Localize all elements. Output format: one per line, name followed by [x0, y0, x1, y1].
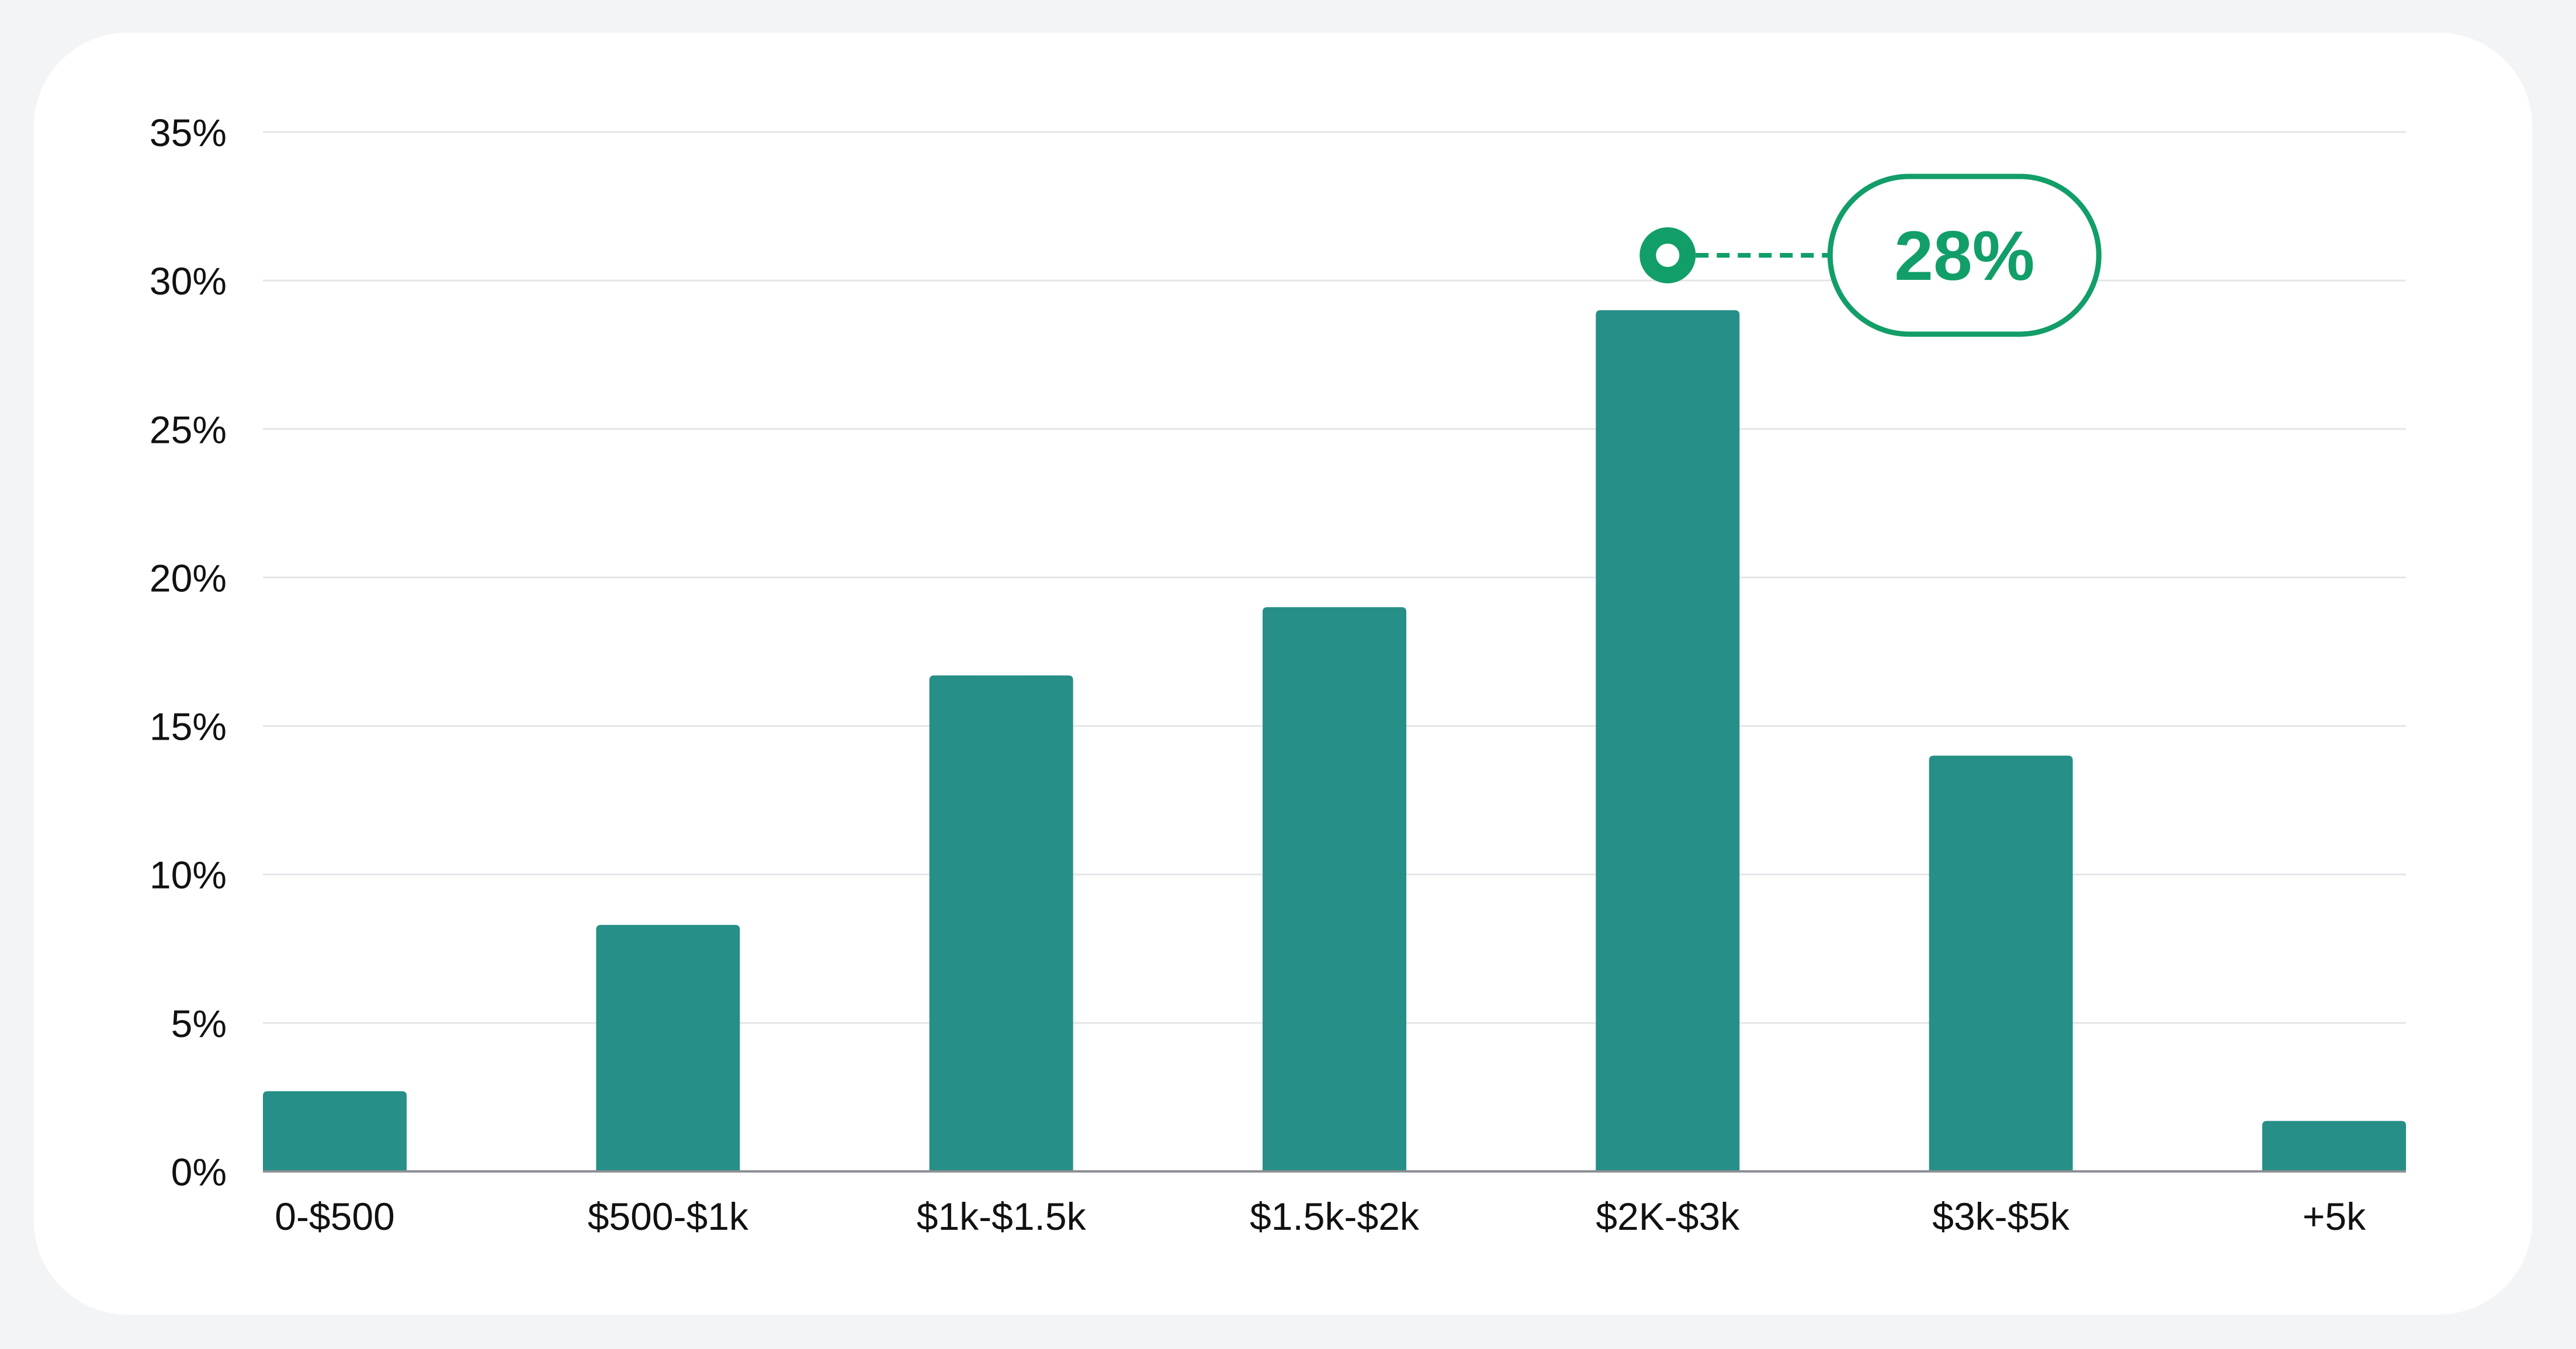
callout-value-label: 28%	[1894, 217, 2034, 295]
x-axis-tick-labels: 0-$500 $500-$1k $1k-$1.5k $1.5k-$2k $2K-$3k $…	[275, 1195, 2366, 1238]
x-tick-label: $500-$1k	[588, 1195, 749, 1238]
bar	[929, 675, 1073, 1171]
y-tick-label: 5%	[171, 1002, 227, 1045]
callout-marker-dot	[1639, 227, 1696, 283]
x-tick-label: 0-$500	[275, 1195, 395, 1238]
x-tick-label: +5k	[2303, 1195, 2366, 1238]
bar	[1596, 310, 1740, 1171]
y-tick-label: 15%	[150, 705, 227, 748]
x-tick-label: $3k-$5k	[1932, 1195, 2070, 1238]
bars	[263, 310, 2406, 1171]
y-tick-label: 30%	[150, 259, 227, 303]
y-tick-label: 0%	[171, 1150, 227, 1194]
y-tick-label: 25%	[150, 408, 227, 451]
bar	[596, 925, 740, 1171]
bar	[2262, 1121, 2406, 1171]
x-tick-label: $1k-$1.5k	[917, 1195, 1087, 1238]
y-tick-label: 20%	[150, 556, 227, 599]
y-axis-tick-labels: 0% 5% 10% 15% 20% 25% 30% 35%	[150, 111, 227, 1194]
y-tick-label: 35%	[150, 111, 227, 154]
callout-pill	[1827, 174, 2102, 337]
bar	[1263, 607, 1406, 1171]
y-tick-label: 10%	[150, 854, 227, 897]
x-tick-label: $1.5k-$2k	[1250, 1195, 1420, 1238]
bar	[1929, 755, 2073, 1171]
x-tick-label: $2K-$3k	[1596, 1195, 1740, 1238]
bar	[263, 1091, 407, 1171]
value-callout: 28%	[1639, 174, 2102, 337]
